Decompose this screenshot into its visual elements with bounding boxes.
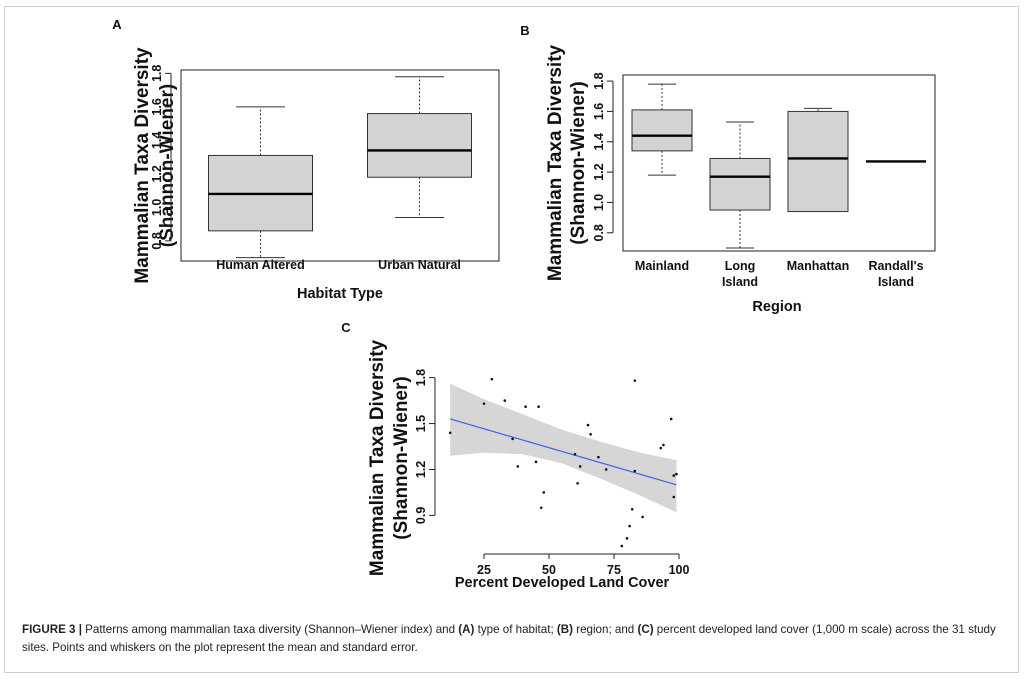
data-point xyxy=(628,524,631,528)
box-2 xyxy=(367,76,472,218)
y-tick-label: 1.8 xyxy=(592,72,606,89)
data-point xyxy=(524,405,527,409)
plot-frame xyxy=(180,69,500,262)
y-tick-label: 1.6 xyxy=(592,103,606,120)
y-tick-label: 1.0 xyxy=(592,194,606,211)
panel-label: B xyxy=(520,23,529,38)
box-3 xyxy=(787,107,849,213)
confidence-band xyxy=(450,383,677,513)
data-point xyxy=(672,474,676,477)
data-point xyxy=(662,443,665,447)
x-category-label-line2: Island xyxy=(878,275,914,289)
data-point xyxy=(586,423,590,427)
caption-ref-c: (C) xyxy=(637,623,654,636)
box-iqr xyxy=(709,157,771,211)
data-point xyxy=(659,446,663,450)
y-axis-title: Mammalian Taxa Diversity xyxy=(545,44,566,281)
panel-c: C Mammalian Taxa Diversity (Shannon-Wiener… xyxy=(341,320,689,591)
x-category-label: Randall's xyxy=(868,259,923,273)
y-tick-label: 1.5 xyxy=(414,415,428,432)
y-axis-subtitle: (Shannon-Wiener) xyxy=(568,81,589,244)
x-category-label: Mainland xyxy=(635,259,689,273)
panel-b: B Mammalian Taxa Diversity (Shannon-Wiener… xyxy=(520,23,936,315)
data-point xyxy=(604,468,608,471)
data-point xyxy=(576,481,579,485)
x-tick-label: 75 xyxy=(607,563,621,577)
caption-ref-b: (B) xyxy=(556,623,573,636)
box-1 xyxy=(631,83,693,176)
data-point xyxy=(542,491,546,494)
regression-line xyxy=(450,418,677,486)
data-point xyxy=(633,469,637,473)
x-tick-label: 100 xyxy=(669,563,690,577)
data-point xyxy=(625,537,629,540)
data-point xyxy=(589,432,592,436)
y-tick-label: 1.2 xyxy=(414,461,428,478)
x-tick-label: 25 xyxy=(477,563,491,577)
x-category-label: Manhattan xyxy=(787,259,850,273)
figure-caption: FIGURE 3 | Patterns among mammalian taxa… xyxy=(22,621,1007,657)
x-axis-title: Region xyxy=(752,299,801,315)
data-point xyxy=(630,507,634,511)
data-point xyxy=(672,495,676,499)
y-axis-subtitle: (Shannon-Wiener) xyxy=(157,84,178,247)
data-point xyxy=(641,515,644,519)
panel-a: A Mammalian Taxa Diversity (Shannon-Wiener… xyxy=(112,17,500,302)
caption-text-1: Patterns among mammalian taxa diversity … xyxy=(81,623,459,636)
data-point xyxy=(482,402,486,405)
data-point xyxy=(633,379,637,383)
caption-text-3: region; and xyxy=(573,623,638,636)
y-tick-label: 0.8 xyxy=(150,232,164,249)
data-point xyxy=(490,377,494,381)
y-tick-label: 1.0 xyxy=(150,199,164,216)
x-tick-label: 50 xyxy=(542,563,556,577)
y-axis-title: Mammalian Taxa Diversity xyxy=(367,339,388,576)
data-point xyxy=(516,465,520,468)
figure-frame: A Mammalian Taxa Diversity (Shannon-Wiener… xyxy=(4,6,1019,673)
y-tick-label: 1.2 xyxy=(150,165,164,182)
data-point xyxy=(534,460,538,464)
x-category-label-line2: Island xyxy=(722,275,758,289)
panel-label: C xyxy=(341,320,351,335)
box-iqr xyxy=(367,113,472,178)
caption-text-2: type of habitat; xyxy=(474,623,557,636)
x-axis-title: Percent Developed Land Cover xyxy=(455,575,670,591)
data-point xyxy=(573,452,577,456)
y-tick-label: 1.6 xyxy=(150,98,164,115)
data-point xyxy=(675,472,678,476)
box-2 xyxy=(709,121,771,249)
y-tick-label: 1.8 xyxy=(414,369,428,386)
y-tick-label: 1.4 xyxy=(150,132,164,149)
x-category-label: Urban Natural xyxy=(378,258,461,272)
panel-label: A xyxy=(112,17,122,32)
data-point xyxy=(620,544,624,548)
data-point xyxy=(597,455,600,459)
y-tick-label: 1.4 xyxy=(592,133,606,150)
data-point xyxy=(503,399,507,402)
y-tick-label: 0.8 xyxy=(592,224,606,241)
x-axis-title: Habitat Type xyxy=(297,286,383,302)
box-1 xyxy=(208,106,313,259)
data-point xyxy=(511,437,514,441)
data-point xyxy=(578,465,582,468)
x-category-label: Human Altered xyxy=(216,258,304,272)
caption-ref-a: (A) xyxy=(458,623,475,636)
plot-frame xyxy=(622,74,936,252)
x-category-label: Long xyxy=(725,259,756,273)
data-point xyxy=(537,405,540,409)
y-tick-label: 1.8 xyxy=(150,65,164,82)
box-iqr xyxy=(787,110,849,213)
data-point xyxy=(669,417,673,421)
data-point xyxy=(448,431,452,435)
box-iqr xyxy=(631,109,693,152)
y-tick-label: 0.9 xyxy=(414,507,428,524)
caption-text-4: percent developed land cover (1,000 m sc… xyxy=(22,623,996,654)
y-tick-label: 1.2 xyxy=(592,163,606,180)
y-axis-title: Mammalian Taxa Diversity xyxy=(132,47,153,284)
caption-figure-label: FIGURE 3 | xyxy=(22,623,82,636)
y-axis-subtitle: (Shannon-Wiener) xyxy=(391,376,412,539)
data-point xyxy=(539,506,543,510)
